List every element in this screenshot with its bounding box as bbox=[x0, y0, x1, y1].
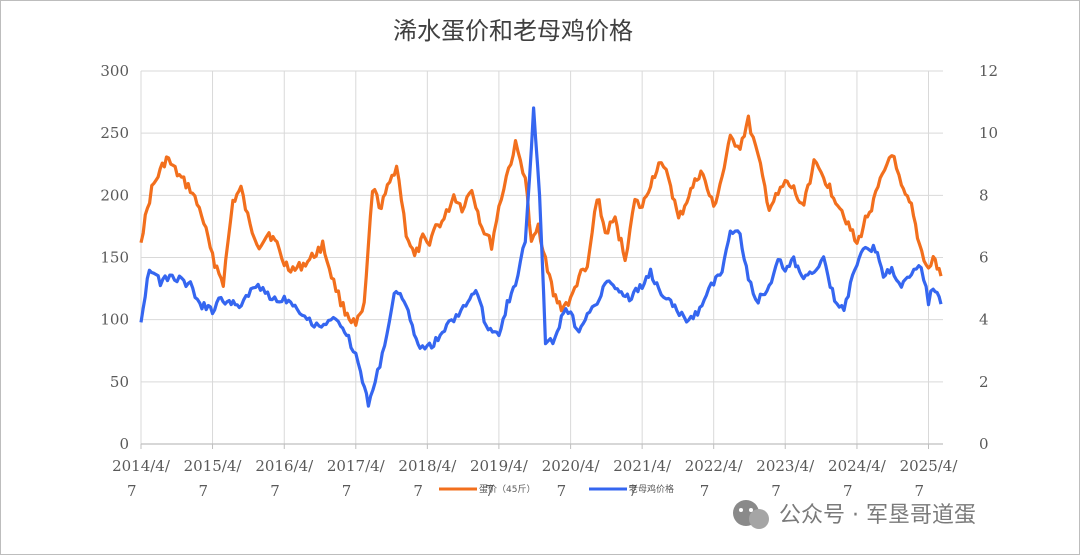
y-right-tick-label: 12 bbox=[979, 62, 998, 80]
x-tick-label: 2018/4/7 bbox=[398, 457, 457, 500]
x-tick-label: 2019/4/7 bbox=[470, 457, 529, 500]
y-left-tick-label: 0 bbox=[119, 435, 129, 453]
x-tick-label: 2024/4/7 bbox=[828, 457, 887, 500]
y-right-tick-label: 2 bbox=[979, 373, 989, 391]
y-right-tick-label: 8 bbox=[979, 186, 989, 204]
y-left-tick-label: 250 bbox=[100, 124, 129, 142]
chart-title: 浠水蛋价和老母鸡价格 bbox=[393, 17, 633, 45]
x-tick-label: 2025/4/7 bbox=[900, 457, 959, 500]
x-tick-label: 2016/4/7 bbox=[255, 457, 314, 500]
y-right-tick-label: 6 bbox=[979, 249, 989, 267]
x-tick-label: 2022/4/7 bbox=[685, 457, 744, 500]
watermark-text: 公众号 · 军垦哥道蛋 bbox=[779, 503, 976, 528]
y-left-tick-label: 300 bbox=[100, 62, 129, 80]
old-hen-price-line bbox=[139, 106, 943, 408]
y-right-tick-label: 0 bbox=[979, 435, 989, 453]
egg-price-line bbox=[139, 114, 943, 327]
y-left-tick-label: 100 bbox=[100, 311, 129, 329]
y-right-tick-label: 10 bbox=[979, 124, 998, 142]
y-left-tick-label: 200 bbox=[100, 186, 129, 204]
legend-label: 老母鸡价格 bbox=[629, 483, 674, 495]
legend-label: 蛋价（45斤） bbox=[479, 484, 535, 495]
wechat-icon-eye bbox=[749, 508, 753, 512]
x-tick-label: 2023/4/7 bbox=[756, 457, 815, 500]
x-tick-label: 2020/4/7 bbox=[542, 457, 601, 500]
watermark: 公众号 · 军垦哥道蛋 bbox=[733, 500, 976, 529]
x-tick-label: 2014/4/7 bbox=[112, 457, 171, 500]
axes: 0 50 100 150 200 250 300 0 2 4 6 8 10 12 2014/4/7 2015/… bbox=[100, 62, 998, 500]
series-layer bbox=[139, 106, 943, 408]
x-tick-label: 2017/4/7 bbox=[327, 457, 386, 500]
gridlines bbox=[140, 70, 943, 445]
x-tick-label: 2015/4/7 bbox=[184, 457, 243, 500]
wechat-icon bbox=[733, 500, 769, 529]
wechat-icon-eye bbox=[739, 508, 743, 512]
y-right-tick-label: 4 bbox=[979, 311, 989, 329]
y-left-tick-label: 50 bbox=[110, 373, 129, 391]
y-left-tick-label: 150 bbox=[100, 249, 129, 267]
legend: 蛋价（45斤） 老母鸡价格 bbox=[439, 483, 674, 495]
wechat-icon-bubble-small bbox=[749, 509, 769, 529]
x-tick-label: 2021/4/7 bbox=[613, 457, 672, 500]
